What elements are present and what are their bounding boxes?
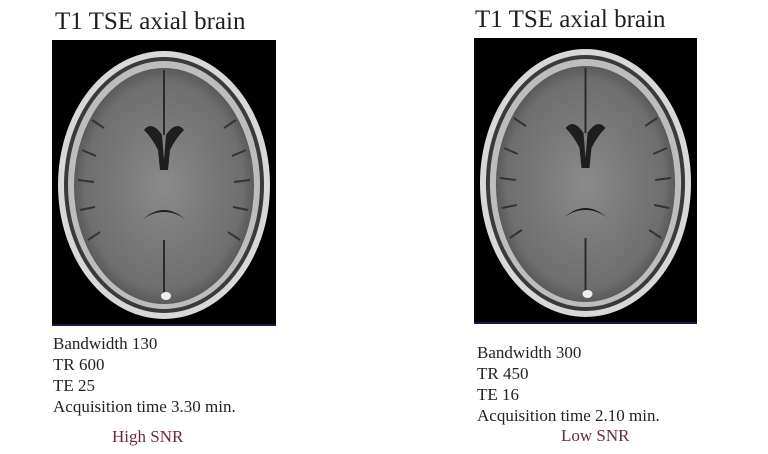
sulci-right [223,119,251,241]
posterior-horns [563,208,608,218]
sulci-left [499,117,527,239]
sulci-left [77,119,105,241]
lateral-ventricles [144,126,184,170]
lateral-ventricles [565,124,606,168]
left-tr: TR 600 [53,355,105,374]
right-title: T1 TSE axial brain [475,6,666,33]
sagittal-sinus [582,290,593,298]
left-title: T1 TSE axial brain [55,8,246,35]
brain-tissue [74,68,254,304]
brain-tissue [495,66,676,302]
right-tr: TR 450 [477,364,529,383]
right-te: TE 16 [477,385,520,404]
left-bandwidth: Bandwidth 130 [53,334,158,353]
sagittal-sinus [161,292,171,300]
right-bandwidth: Bandwidth 300 [477,343,582,362]
left-snr-label: High SNR [112,427,184,446]
posterior-horns [142,210,186,220]
right-mri-image [474,38,697,324]
left-te: TE 25 [53,376,96,395]
left-params: Bandwidth 130 TR 600 TE 25 Acquisition t… [53,333,236,417]
right-snr-label: Low SNR [561,426,630,445]
left-acquisition-time: Acquisition time 3.30 min. [53,397,236,416]
right-params: Bandwidth 300 TR 450 TE 16 Acquisition t… [477,342,660,426]
left-mri-image [52,40,276,326]
right-acquisition-time: Acquisition time 2.10 min. [477,406,660,425]
sulci-right [644,117,672,239]
